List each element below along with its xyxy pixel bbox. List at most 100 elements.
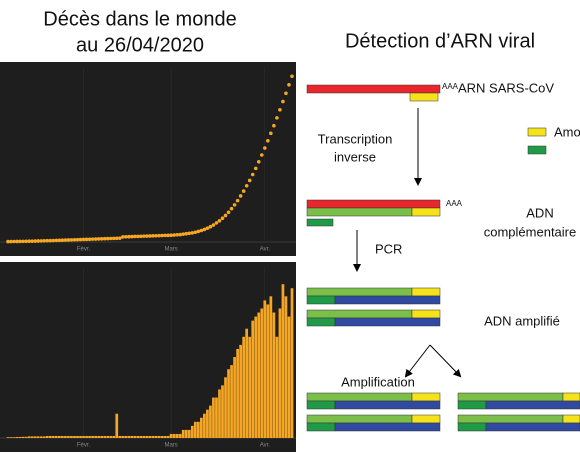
bar	[27, 436, 31, 438]
bar	[97, 435, 100, 438]
bar	[33, 436, 37, 438]
bar	[136, 435, 140, 438]
chart-panel	[0, 62, 296, 256]
bar	[118, 435, 122, 438]
bar	[109, 435, 113, 438]
label: ARN SARS-CoV	[458, 80, 554, 95]
data-point	[166, 233, 170, 238]
data-point	[263, 146, 267, 150]
x-tick-label: Mars	[164, 443, 177, 449]
bar	[242, 336, 246, 438]
bar	[54, 435, 58, 438]
x-tick-label: Avr.	[260, 247, 271, 253]
data-point	[15, 239, 19, 244]
bar	[142, 435, 146, 438]
bar	[9, 437, 13, 438]
x-tick-label: Mars	[164, 247, 177, 253]
bar	[91, 435, 94, 438]
data-point	[272, 123, 276, 128]
data-point	[33, 239, 37, 243]
tail-label: AAA	[442, 82, 459, 91]
bar	[24, 436, 28, 438]
data-point	[175, 232, 179, 237]
data-point	[199, 228, 204, 233]
data-point	[235, 198, 240, 203]
bar	[287, 316, 291, 438]
arrow	[404, 344, 431, 378]
bar	[251, 320, 255, 438]
bar	[151, 435, 155, 438]
step-label: PCR	[375, 241, 402, 256]
bar	[200, 417, 203, 438]
bar	[88, 435, 91, 438]
label: ADN	[526, 205, 553, 220]
bar	[160, 435, 164, 438]
primer	[411, 207, 441, 217]
data-point	[241, 189, 246, 193]
data-point	[51, 238, 56, 243]
bar	[169, 433, 173, 438]
bar	[178, 433, 182, 438]
bar	[263, 300, 267, 438]
data-point	[238, 194, 243, 198]
bar	[115, 413, 119, 438]
data-point	[6, 239, 10, 244]
data-point	[18, 239, 22, 244]
dna-pair	[306, 287, 441, 327]
bar	[148, 435, 152, 438]
bar	[290, 288, 294, 438]
bar	[51, 435, 55, 438]
bar	[130, 435, 134, 438]
step-label: Amplification	[341, 374, 415, 389]
rna-strand	[306, 199, 441, 209]
bar	[166, 435, 170, 438]
bar	[196, 421, 200, 438]
bar	[48, 435, 52, 438]
data-point	[36, 239, 41, 243]
bar	[61, 435, 64, 438]
data-point	[253, 166, 258, 171]
data-point	[220, 216, 225, 221]
data-point	[275, 116, 279, 120]
x-tick-label: Févr.	[77, 247, 91, 253]
bar	[224, 377, 227, 438]
data-point	[259, 153, 264, 157]
data-point	[72, 237, 77, 242]
data-point	[148, 234, 152, 238]
bar	[209, 405, 212, 438]
data-point	[24, 239, 28, 244]
data-point	[190, 231, 195, 235]
label: complémentaire	[484, 224, 577, 239]
rna-strand	[306, 84, 441, 94]
data-point	[66, 238, 71, 242]
bar	[272, 312, 276, 438]
data-point	[278, 108, 282, 112]
data-point	[229, 206, 234, 211]
data-point	[48, 238, 53, 243]
bar	[145, 435, 149, 438]
data-point	[184, 231, 189, 236]
right-title: Détection d’ARN viral	[345, 30, 535, 52]
bar	[172, 433, 176, 438]
data-point	[281, 99, 285, 104]
bar	[36, 436, 40, 438]
bar	[230, 365, 233, 438]
data-point	[202, 227, 207, 232]
bar	[157, 435, 161, 438]
step-label: inverse	[334, 149, 376, 164]
data-point	[136, 234, 140, 239]
primer	[306, 218, 334, 227]
bar	[70, 435, 73, 438]
legend-primer	[527, 145, 547, 155]
bar	[100, 435, 104, 438]
data-point	[169, 233, 173, 238]
data-point	[30, 239, 34, 243]
bar	[233, 357, 236, 438]
step-label: Transcription	[318, 131, 393, 146]
data-point	[163, 233, 167, 238]
data-point	[178, 232, 183, 237]
bar	[106, 435, 110, 438]
bar	[227, 369, 230, 438]
bar	[254, 316, 258, 438]
